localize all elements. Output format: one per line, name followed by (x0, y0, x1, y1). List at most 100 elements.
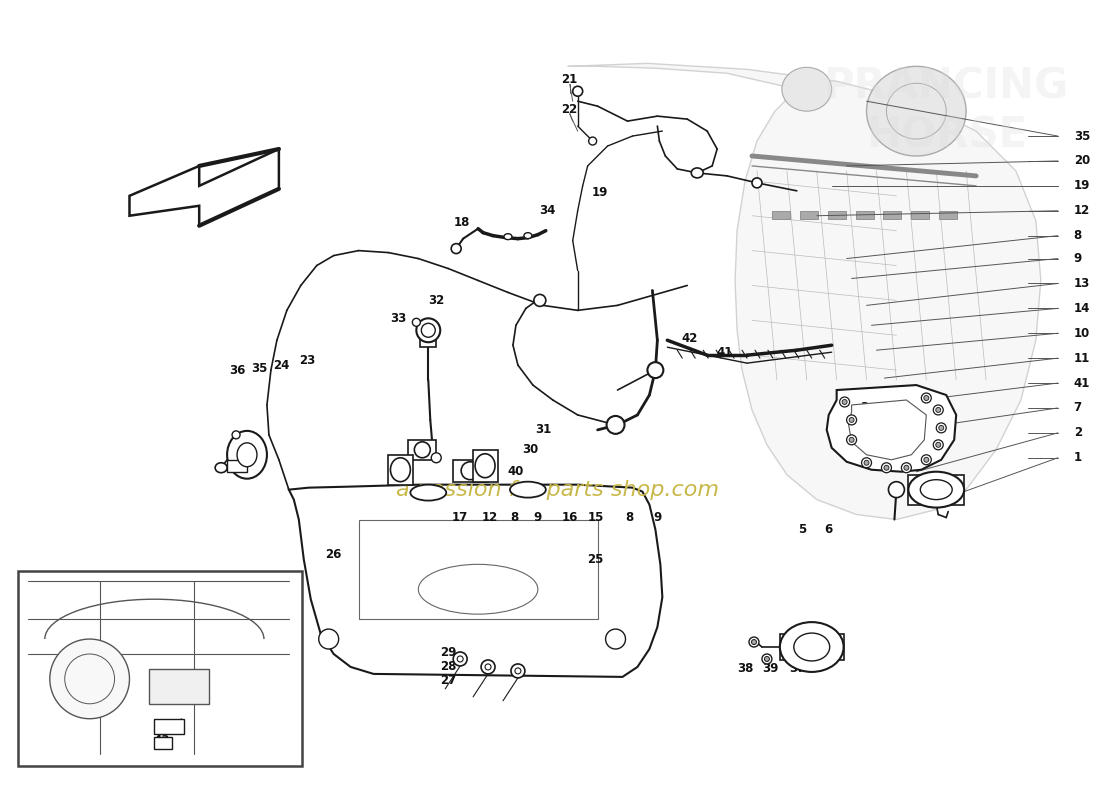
Text: 5: 5 (798, 523, 806, 536)
Ellipse shape (752, 178, 762, 188)
Text: 35: 35 (251, 362, 267, 374)
Text: 36: 36 (229, 364, 245, 377)
Ellipse shape (864, 460, 869, 466)
Text: 13: 13 (1074, 277, 1090, 290)
Ellipse shape (232, 431, 240, 439)
Ellipse shape (924, 458, 928, 462)
Text: 28: 28 (440, 661, 456, 674)
Ellipse shape (881, 462, 891, 473)
Text: 3: 3 (860, 402, 869, 414)
Bar (912, 210, 930, 218)
Bar (473, 450, 498, 482)
Ellipse shape (938, 426, 944, 430)
Text: 25: 25 (587, 553, 604, 566)
Ellipse shape (867, 66, 966, 156)
Ellipse shape (512, 664, 525, 678)
Ellipse shape (238, 443, 257, 466)
Ellipse shape (847, 415, 857, 425)
Ellipse shape (904, 466, 909, 470)
Text: 21: 21 (562, 73, 578, 86)
Ellipse shape (515, 668, 521, 674)
Text: 33: 33 (390, 312, 407, 325)
Bar (227, 460, 248, 472)
Ellipse shape (416, 318, 440, 342)
Text: 17: 17 (452, 511, 469, 524)
Ellipse shape (412, 318, 420, 326)
Ellipse shape (418, 564, 538, 614)
Text: 7: 7 (1074, 402, 1081, 414)
Text: 18: 18 (454, 216, 471, 230)
Ellipse shape (50, 639, 130, 718)
Ellipse shape (933, 440, 943, 450)
Ellipse shape (889, 482, 904, 498)
Ellipse shape (510, 482, 546, 498)
Bar (408, 440, 437, 460)
Text: 38: 38 (737, 662, 754, 675)
Bar (154, 737, 173, 749)
Text: 23: 23 (298, 354, 315, 366)
Ellipse shape (794, 633, 829, 661)
Bar (827, 210, 846, 218)
Bar (856, 210, 873, 218)
Text: 8: 8 (1074, 229, 1082, 242)
Text: 39: 39 (761, 662, 778, 675)
Ellipse shape (847, 435, 857, 445)
Text: 41: 41 (717, 346, 734, 358)
Ellipse shape (606, 416, 625, 434)
Ellipse shape (475, 454, 495, 478)
Text: 10: 10 (1074, 326, 1090, 340)
Text: 30: 30 (521, 443, 538, 456)
Text: 35: 35 (1074, 130, 1090, 142)
Polygon shape (848, 400, 926, 460)
Ellipse shape (216, 462, 227, 473)
Text: 19: 19 (1074, 179, 1090, 192)
Ellipse shape (390, 458, 410, 482)
Ellipse shape (749, 637, 759, 647)
Ellipse shape (421, 323, 436, 338)
Ellipse shape (431, 453, 441, 462)
Text: 34: 34 (540, 204, 556, 218)
Ellipse shape (319, 629, 339, 649)
Text: 14: 14 (1074, 302, 1090, 315)
Ellipse shape (936, 442, 940, 447)
Text: 40: 40 (508, 466, 524, 478)
Ellipse shape (481, 660, 495, 674)
Ellipse shape (485, 664, 491, 670)
Ellipse shape (936, 423, 946, 433)
Ellipse shape (458, 656, 463, 662)
Text: 32: 32 (428, 294, 444, 307)
Ellipse shape (504, 234, 512, 240)
Bar (420, 335, 437, 347)
Bar (150, 669, 209, 704)
Text: 15: 15 (587, 511, 604, 524)
Text: 8: 8 (509, 511, 518, 524)
Ellipse shape (839, 397, 849, 407)
Text: 1: 1 (1074, 451, 1081, 464)
Ellipse shape (849, 418, 854, 422)
Ellipse shape (764, 657, 769, 662)
Text: 12: 12 (482, 511, 498, 524)
Text: 9: 9 (653, 511, 661, 524)
Ellipse shape (924, 395, 928, 401)
Text: 41: 41 (1074, 377, 1090, 390)
Ellipse shape (648, 362, 663, 378)
Bar (800, 210, 817, 218)
Ellipse shape (410, 485, 447, 501)
Ellipse shape (691, 168, 703, 178)
Ellipse shape (65, 654, 114, 704)
Ellipse shape (751, 639, 757, 645)
Text: 4: 4 (860, 423, 869, 436)
Text: 31: 31 (535, 423, 551, 436)
Bar (939, 210, 957, 218)
Ellipse shape (936, 407, 940, 413)
Ellipse shape (606, 629, 626, 649)
Text: 29: 29 (440, 646, 456, 659)
Text: 12: 12 (1074, 204, 1090, 218)
Ellipse shape (921, 480, 953, 500)
Text: 2: 2 (1074, 426, 1081, 439)
Ellipse shape (534, 294, 546, 306)
Polygon shape (289, 485, 662, 677)
Bar (154, 718, 185, 734)
Ellipse shape (588, 137, 596, 145)
Ellipse shape (461, 462, 480, 480)
